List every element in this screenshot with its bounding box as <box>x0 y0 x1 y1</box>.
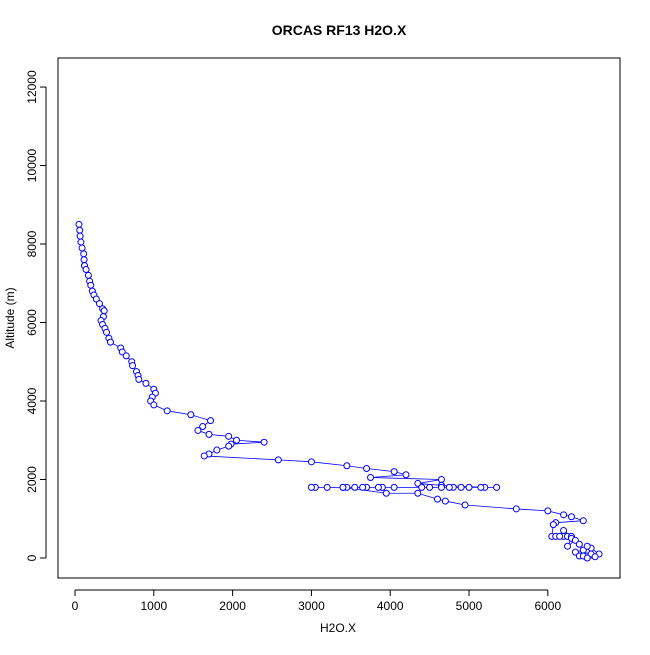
data-point <box>76 226 84 234</box>
data-point <box>339 483 347 491</box>
data-point <box>274 456 282 464</box>
data-point <box>106 338 114 346</box>
data-point <box>414 489 422 497</box>
data-point <box>343 462 351 470</box>
data-point <box>194 426 202 434</box>
data-point <box>512 505 520 513</box>
data-point <box>75 220 83 228</box>
data-point <box>103 328 111 336</box>
data-point <box>402 471 410 479</box>
data-point <box>549 521 557 529</box>
data-point <box>225 442 233 450</box>
plot-box <box>57 57 621 579</box>
data-point <box>351 483 359 491</box>
data-point <box>583 542 591 550</box>
data-point <box>363 465 371 473</box>
data-point <box>205 430 213 438</box>
data-point <box>560 511 568 519</box>
data-point <box>359 483 367 491</box>
data-point <box>493 483 501 491</box>
data-point <box>76 232 84 240</box>
chart-title: ORCAS RF13 H2O.X <box>272 22 407 38</box>
data-point <box>80 250 88 258</box>
data-point <box>457 483 465 491</box>
data-point <box>84 271 92 279</box>
data-point <box>567 513 575 521</box>
data-point <box>418 483 426 491</box>
data-point <box>437 475 445 483</box>
x-tick-label: 4000 <box>377 599 404 613</box>
data-point <box>213 446 221 454</box>
x-tick-label: 3000 <box>298 599 325 613</box>
data-point <box>135 375 143 383</box>
data-point <box>426 483 434 491</box>
data-point <box>445 483 453 491</box>
data-point <box>307 483 315 491</box>
y-tick-label: 10000 <box>25 149 39 183</box>
data-point <box>129 362 137 370</box>
data-point <box>477 483 485 491</box>
data-point <box>591 553 599 561</box>
data-point <box>200 452 208 460</box>
x-tick-label: 0 <box>72 599 79 613</box>
data-point <box>437 483 445 491</box>
x-tick-label: 6000 <box>534 599 561 613</box>
data-point <box>163 407 171 415</box>
data-point <box>433 495 441 503</box>
data-point <box>150 401 158 409</box>
data-point <box>461 501 469 509</box>
data-point <box>556 532 564 540</box>
data-point <box>87 281 95 289</box>
data-point <box>233 436 241 444</box>
data-point <box>187 411 195 419</box>
x-axis-label: H2O.X <box>320 621 356 635</box>
data-point <box>122 352 130 360</box>
data-point <box>465 483 473 491</box>
x-tick-label: 1000 <box>140 599 167 613</box>
y-tick-label: 8000 <box>25 230 39 257</box>
data-point <box>390 468 398 476</box>
data-point <box>374 483 382 491</box>
data-point <box>95 300 103 308</box>
data-point <box>367 474 375 482</box>
y-tick-label: 12000 <box>25 70 39 104</box>
data-point <box>560 527 568 535</box>
y-tick-label: 2000 <box>25 466 39 493</box>
data-point <box>207 417 215 425</box>
data-point <box>307 458 315 466</box>
data-point <box>92 295 100 303</box>
y-tick-label: 4000 <box>25 387 39 414</box>
data-point <box>544 507 552 515</box>
data-point <box>77 238 85 246</box>
data-point <box>390 483 398 491</box>
x-tick-label: 5000 <box>456 599 483 613</box>
data-point <box>100 307 108 315</box>
x-tick-label: 2000 <box>219 599 246 613</box>
data-point <box>82 266 90 274</box>
data-point <box>323 483 331 491</box>
data-point <box>142 379 150 387</box>
data-point <box>199 423 207 431</box>
data-point <box>583 554 591 562</box>
data-point <box>78 244 86 252</box>
data-point <box>80 256 88 264</box>
data-point <box>441 497 449 505</box>
data-point <box>579 517 587 525</box>
data-point <box>575 540 583 548</box>
data-point <box>225 432 233 440</box>
data-point <box>564 542 572 550</box>
y-tick-label: 6000 <box>25 309 39 336</box>
data-point <box>382 489 390 497</box>
y-tick-label: 0 <box>25 554 39 561</box>
y-axis-label: Altitude (m) <box>3 287 17 348</box>
data-point <box>260 438 268 446</box>
